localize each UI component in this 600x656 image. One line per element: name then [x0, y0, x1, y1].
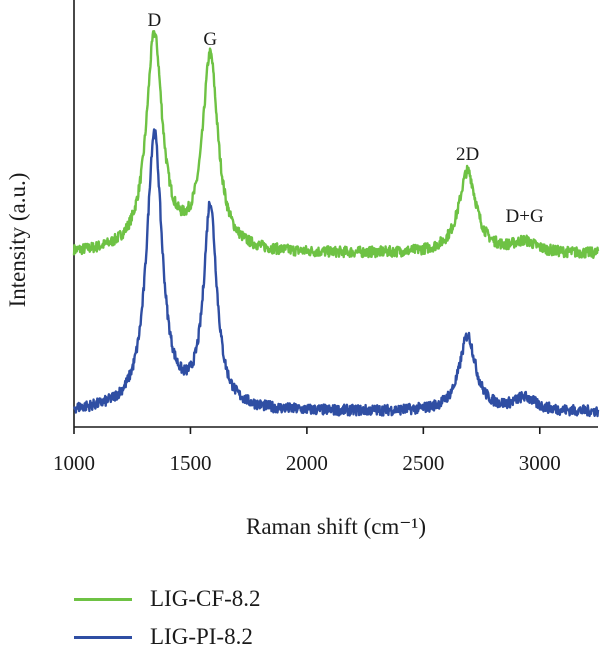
- series-line-1: [73, 128, 600, 418]
- series-layer: [72, 30, 600, 418]
- legend-item-0: LIG-CF-8.2: [74, 580, 261, 618]
- plot-frame: [73, 0, 598, 428]
- x-tick-label-3: 2500: [402, 451, 444, 475]
- legend-item-1: LIG-PI-8.2: [74, 618, 261, 656]
- x-tick-label-4: 3000: [519, 451, 561, 475]
- peak-label-0: D: [147, 10, 161, 31]
- peak-label-2: 2D: [456, 144, 479, 165]
- legend-label-0: LIG-CF-8.2: [150, 586, 261, 611]
- x-ticks: 1000 1500 2000 2500 3000: [53, 427, 561, 475]
- peak-labels: D G 2D D+G: [147, 10, 544, 227]
- series-line-0: [72, 30, 600, 259]
- y-axis-title: Intensity (a.u.): [5, 173, 30, 308]
- legend-label-1: LIG-PI-8.2: [150, 624, 253, 649]
- legend: LIG-CF-8.2 LIG-PI-8.2: [74, 580, 261, 656]
- legend-swatch-1: [74, 635, 132, 639]
- peak-label-3: D+G: [506, 206, 544, 227]
- x-tick-label-2: 2000: [286, 451, 328, 475]
- x-tick-label-1: 1500: [169, 451, 211, 475]
- peak-label-1: G: [203, 29, 217, 50]
- x-tick-label-0: 1000: [53, 451, 95, 475]
- legend-swatch-0: [74, 597, 132, 601]
- x-axis-title: Raman shift (cm⁻¹): [246, 514, 426, 539]
